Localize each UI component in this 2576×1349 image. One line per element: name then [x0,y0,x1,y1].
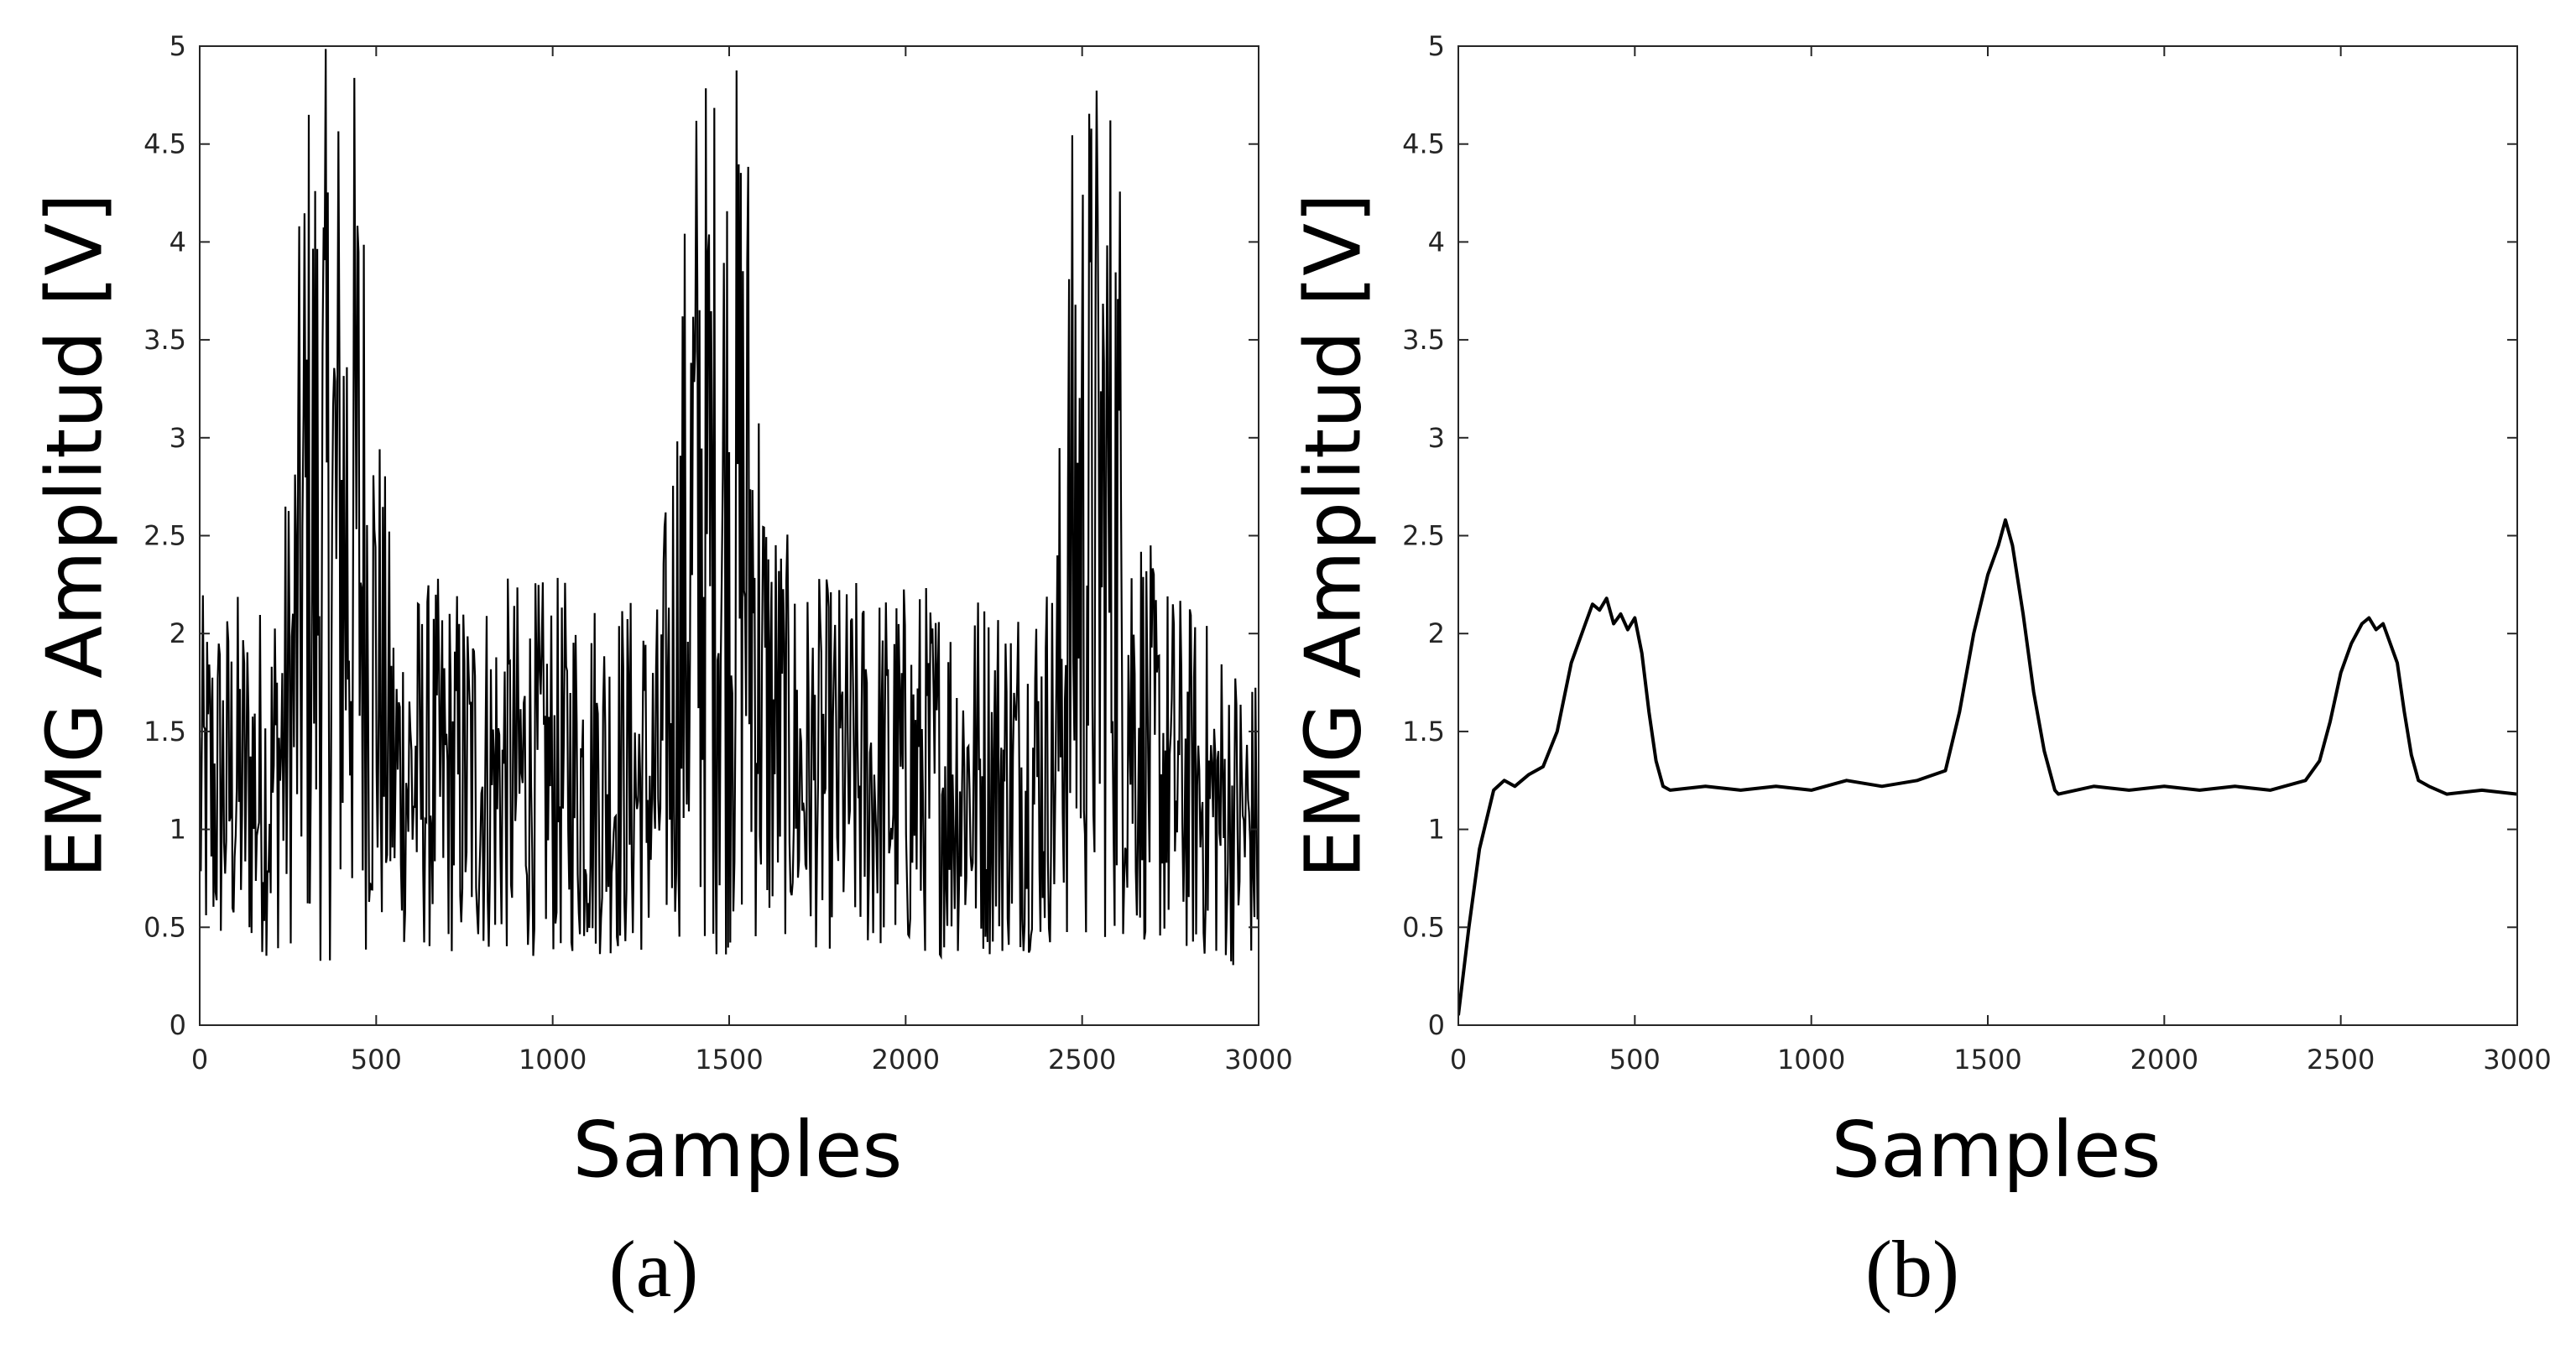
y-tick-label: 2 [169,617,186,649]
x-tick-label: 1000 [519,1044,587,1076]
panel-a-x-ticks: 0 500 1000 1500 2000 2500 3000 [191,46,1293,1076]
panel-a: 0 500 1000 1500 2000 2500 3000 0 0.5 1 1.5 2 2.5 3 3.… [29,30,1292,1314]
panel-b-y-ticks: 0 0.5 1 1.5 2 2.5 3 3.5 4 4.5 5 [1402,30,2517,1041]
panel-b-x-axis-title: Samples [1832,1105,2161,1195]
x-tick-label: 2000 [2130,1044,2198,1076]
panel-a-y-ticks: 0 0.5 1 1.5 2 2.5 3 3.5 4 4.5 5 [143,30,1259,1041]
y-tick-label: 0 [1428,1009,1445,1041]
x-tick-label: 3000 [2483,1044,2551,1076]
y-tick-label: 5 [169,30,186,62]
y-tick-label: 3 [1428,422,1445,454]
x-tick-label: 500 [351,1044,402,1076]
y-tick-label: 4 [1428,226,1445,258]
panel-a-x-axis-title: Samples [573,1105,903,1195]
panel-b-caption: (b) [1865,1224,1959,1314]
x-tick-label: 2000 [872,1044,940,1076]
y-tick-label: 2.5 [1402,520,1445,552]
y-tick-label: 0 [169,1009,186,1041]
y-tick-label: 1 [169,814,186,846]
y-tick-label: 0.5 [143,911,186,943]
panel-a-y-axis-title: EMG Amplitud [V] [29,193,119,878]
y-tick-label: 2.5 [143,520,186,552]
y-tick-label: 0.5 [1402,911,1445,943]
x-tick-label: 500 [1609,1044,1661,1076]
panel-b: 0 500 1000 1500 2000 2500 3000 0 0.5 1 1.5 2 2.5 3 3.… [1288,30,2551,1314]
y-tick-label: 2 [1428,617,1445,649]
y-tick-label: 4 [169,226,186,258]
x-tick-label: 3000 [1224,1044,1292,1076]
panel-b-y-axis-title: EMG Amplitud [V] [1288,193,1378,878]
y-tick-label: 3.5 [143,324,186,356]
series-line [1458,518,2517,1016]
x-tick-label: 2500 [1048,1044,1116,1076]
y-tick-label: 1.5 [143,716,186,747]
series-line [200,49,1259,966]
y-tick-label: 3 [169,422,186,454]
y-tick-label: 1.5 [1402,716,1445,747]
panel-b-series [1458,518,2517,1016]
x-tick-label: 0 [191,1044,208,1076]
y-tick-label: 5 [1428,30,1445,62]
x-tick-label: 1000 [1777,1044,1845,1076]
y-tick-label: 3.5 [1402,324,1445,356]
y-tick-label: 4.5 [143,128,186,160]
x-tick-label: 1500 [1953,1044,2021,1076]
x-tick-label: 1500 [695,1044,763,1076]
panel-b-x-ticks: 0 500 1000 1500 2000 2500 3000 [1450,46,2552,1076]
x-tick-label: 0 [1450,1044,1467,1076]
panel-a-series [200,49,1259,966]
y-tick-label: 1 [1428,814,1445,846]
x-tick-label: 2500 [2307,1044,2375,1076]
panel-a-caption: (a) [609,1224,699,1314]
y-tick-label: 4.5 [1402,128,1445,160]
